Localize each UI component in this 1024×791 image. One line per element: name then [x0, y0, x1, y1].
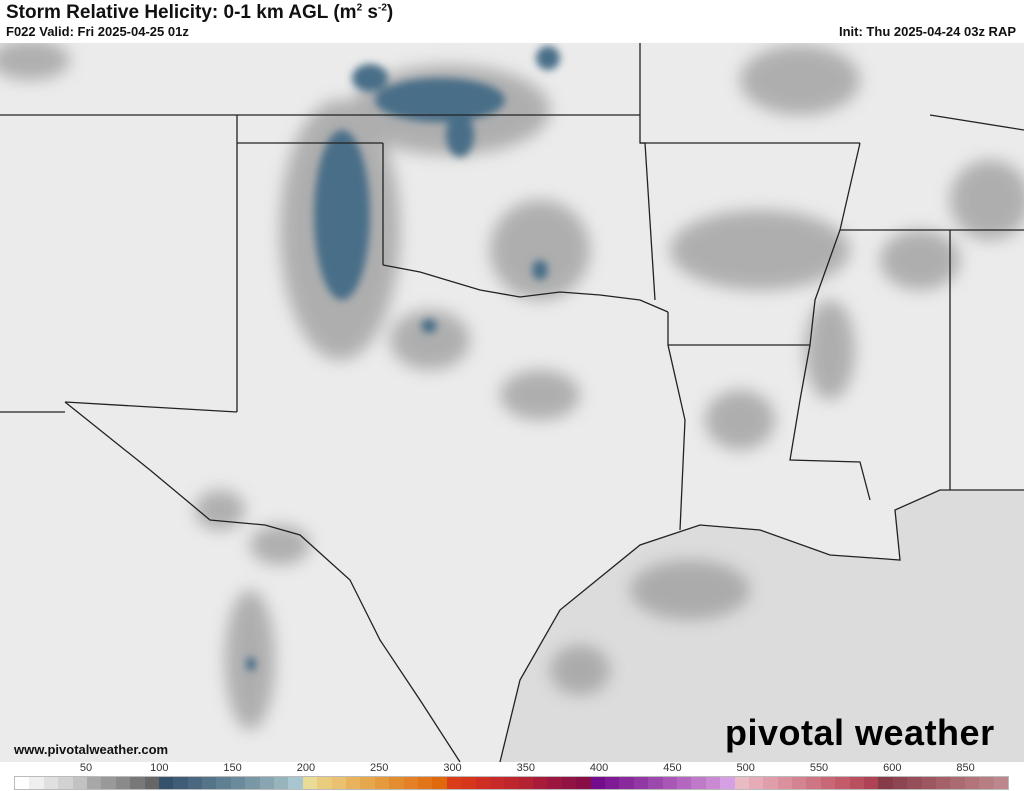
colorbar-swatch [806, 777, 821, 789]
colorbar-swatch [130, 777, 145, 789]
colorbar-tick-label: 300 [443, 762, 462, 774]
colorbar-swatch [489, 777, 505, 789]
colorbar-swatch [849, 777, 865, 789]
colorbar-swatch [979, 777, 994, 789]
colorbar-swatch [72, 777, 87, 789]
valid-time: F022 Valid: Fri 2025-04-25 01z [6, 24, 189, 39]
colorbar-swatch [662, 777, 677, 789]
colorbar-swatch [533, 777, 548, 789]
colorbar-swatch [288, 777, 303, 789]
colorbar-tick-label: 550 [809, 762, 829, 774]
colorbar-swatch [115, 777, 131, 789]
colorbar-swatch [302, 777, 318, 789]
colorbar-swatch [360, 777, 375, 789]
colorbar-swatch [202, 777, 217, 789]
colorbar-swatch [86, 777, 102, 789]
colorbar-swatch [864, 777, 879, 789]
colorbar-swatch [964, 777, 980, 789]
colorbar-swatch [446, 777, 462, 789]
colorbar-tick-label: 450 [663, 762, 682, 774]
colorbar-swatch [605, 777, 620, 789]
colorbar-swatch [403, 777, 418, 789]
weather-map [0, 43, 1024, 762]
colorbar-swatch [144, 777, 159, 789]
colorbar-swatch [245, 777, 260, 789]
colorbar-swatch [345, 777, 361, 789]
colorbar-swatch [230, 777, 246, 789]
colorbar-swatch [158, 777, 174, 789]
colorbar-tick-label: 250 [370, 762, 389, 774]
state-borders [0, 43, 1024, 762]
colorbar-swatch [907, 777, 922, 789]
colorbar-swatch [504, 777, 519, 789]
colorbar-swatch [187, 777, 203, 789]
colorbar-swatch [259, 777, 275, 789]
gulf-of-mexico [500, 490, 1024, 762]
colorbar-swatch [475, 777, 490, 789]
colorbar-swatch [619, 777, 634, 789]
colorbar-swatch [432, 777, 447, 789]
colorbar-swatch [576, 777, 591, 789]
colorbar-tick-label: 50 [79, 762, 93, 774]
colorbar-swatch [561, 777, 577, 789]
srh-shading-blue [246, 46, 560, 671]
colorbar-swatch [648, 777, 663, 789]
colorbar-swatch [417, 777, 433, 789]
colorbar-tick-label: 850 [956, 762, 975, 774]
colorbar-swatch [590, 777, 606, 789]
colorbar-tick-label: 400 [589, 762, 609, 774]
colorbar-swatch [331, 777, 346, 789]
init-time: Init: Thu 2025-04-24 03z RAP [839, 24, 1016, 39]
colorbar-swatch [101, 777, 116, 789]
colorbar-swatch [216, 777, 231, 789]
colorbar-swatch [29, 777, 44, 789]
colorbar-swatch [274, 777, 289, 789]
colorbar-swatch [518, 777, 534, 789]
colorbar-swatch [878, 777, 893, 789]
colorbar-swatch [58, 777, 73, 789]
colorbar-swatch [705, 777, 721, 789]
colorbar-swatch [950, 777, 965, 789]
colorbar-tick-label: 500 [736, 762, 755, 774]
colorbar-swatch [936, 777, 951, 789]
colorbar-swatch [374, 777, 390, 789]
colorbar-swatch [720, 777, 735, 789]
website-url[interactable]: www.pivotalweather.com [14, 742, 169, 757]
colorbar-swatch [763, 777, 778, 789]
colorbar-swatch [691, 777, 706, 789]
colorbar-swatch [777, 777, 793, 789]
colorbar-tick-label: 350 [516, 762, 535, 774]
colorbar-swatch [734, 777, 749, 789]
colorbar-swatch [15, 777, 30, 789]
colorbar-tick-label: 100 [150, 762, 169, 774]
colorbar-swatch [892, 777, 908, 789]
colorbar-swatch [792, 777, 807, 789]
colorbar-swatch [547, 777, 562, 789]
pivotal-weather-logo: pivotal weather [725, 712, 995, 753]
colorbar-tick-label: 200 [296, 762, 316, 774]
colorbar-ticks: 50 100 150 200 250 300 350 400 450 500 550 600 850 [0, 762, 1024, 776]
colorbar-swatch [676, 777, 692, 789]
colorbar-swatch [835, 777, 850, 789]
colorbar-swatch [921, 777, 936, 789]
colorbar-swatch [389, 777, 404, 789]
colorbar-swatch [43, 777, 59, 789]
colorbar-swatch [820, 777, 836, 789]
map-title: Storm Relative Helicity: 0-1 km AGL (m2 … [6, 2, 394, 23]
colorbar-tick-label: 150 [223, 762, 242, 774]
colorbar-swatch [317, 777, 332, 789]
colorbar-tick-label: 600 [883, 762, 902, 774]
colorbar-swatch [461, 777, 476, 789]
colorbar-swatch [993, 777, 1008, 789]
colorbar-swatch [173, 777, 188, 789]
colorbar [14, 776, 1009, 790]
colorbar-swatch [633, 777, 649, 789]
colorbar-swatch [748, 777, 764, 789]
